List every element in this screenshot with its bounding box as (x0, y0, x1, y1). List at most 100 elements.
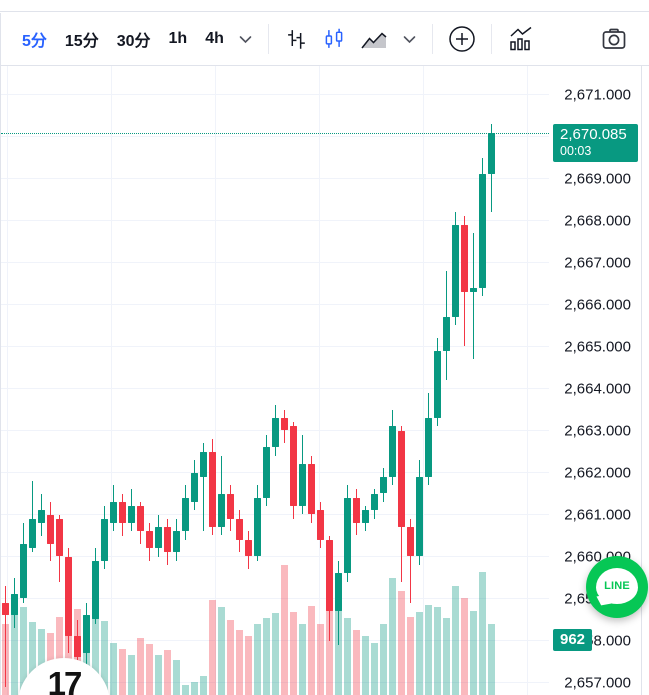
candle-body (353, 497, 360, 523)
candle-body (20, 543, 27, 599)
volume-bar (398, 591, 405, 695)
v-gridline (215, 66, 216, 695)
timeframe-button[interactable]: 30分 (110, 22, 158, 56)
price-axis-label: 2,666.000 (564, 296, 631, 313)
volume-bar (209, 599, 216, 695)
volume-bar (416, 611, 423, 695)
volume-value-badge: 962 (553, 629, 592, 651)
volume-bar (155, 654, 162, 695)
camera-icon (599, 25, 629, 53)
volume-bar (200, 676, 207, 695)
indicators-button[interactable] (500, 21, 540, 57)
candle-body (335, 573, 342, 612)
candlestick-chart[interactable] (1, 66, 549, 695)
volume-bar (182, 684, 189, 695)
current-price-line (1, 132, 549, 134)
h-gridline (1, 682, 549, 683)
volume-bar (470, 611, 477, 695)
candle-body (245, 539, 252, 557)
timeframe-button[interactable]: 15分 (58, 22, 106, 56)
candle-body (407, 527, 414, 557)
volume-bar (20, 606, 27, 695)
candle-body (92, 560, 99, 620)
candle-body (164, 527, 171, 553)
chart-toolbar: 5分 15分 30分 1h 4h (0, 13, 649, 66)
candle-wick (203, 443, 204, 532)
h-gridline (1, 262, 549, 263)
h-gridline (1, 220, 549, 221)
price-axis-border (641, 66, 642, 695)
candle-body (425, 417, 432, 477)
volume-bar (371, 643, 378, 695)
price-axis-label: 2,664.000 (564, 380, 631, 397)
chevron-down-icon (239, 35, 252, 44)
candle-body (227, 493, 234, 519)
volume-bar (272, 613, 279, 695)
candle-wick (5, 585, 6, 687)
candle-body (146, 531, 153, 549)
volume-bar (488, 623, 495, 695)
compare-add-button[interactable] (441, 20, 483, 58)
candle-body (65, 556, 72, 637)
volume-bar (443, 617, 450, 695)
volume-bar (254, 624, 261, 695)
candles-chart-icon (321, 26, 347, 52)
candle-body (452, 224, 459, 318)
chevron-down-icon (403, 35, 416, 44)
volume-bar (110, 643, 117, 695)
volume-bar (236, 630, 243, 695)
volume-bar (425, 605, 432, 695)
candle-body (344, 497, 351, 574)
volume-bar (461, 598, 468, 695)
volume-bar (263, 618, 270, 695)
candle-body (236, 518, 243, 540)
candle-body (488, 132, 495, 175)
h-gridline (1, 598, 549, 599)
volume-bar (281, 565, 288, 695)
candle-body (2, 602, 9, 616)
volume-bar (119, 648, 126, 695)
candle-body (209, 451, 216, 528)
candle-body (155, 527, 162, 549)
volume-bar (29, 622, 36, 695)
candle-body (443, 317, 450, 351)
chart-main-area: 2,671.000 2,669.000 2,668.000 2,667.000 2,66… (0, 66, 649, 695)
bars-chart-type-button[interactable] (277, 22, 315, 56)
candle-body (101, 518, 108, 561)
area-chart-type-button[interactable] (353, 22, 395, 56)
candles-chart-type-button[interactable] (315, 22, 353, 56)
line-button-label: LINE (604, 580, 630, 592)
volume-bar (218, 607, 225, 695)
price-axis-label: 2,667.000 (564, 254, 631, 271)
h-gridline (1, 556, 549, 557)
tradingview-logo[interactable]: 17 (18, 658, 110, 695)
h-gridline (1, 388, 549, 389)
candle-body (299, 464, 306, 507)
line-messenger-button[interactable]: LINE (586, 556, 648, 618)
indicators-icon (506, 25, 534, 53)
candle-body (56, 518, 63, 557)
v-gridline (111, 66, 112, 695)
candle-body (74, 636, 81, 658)
candle-body (272, 417, 279, 448)
candle-body (254, 497, 261, 557)
snapshot-camera-button[interactable] (593, 21, 635, 57)
price-axis-label: 2,671.000 (564, 86, 631, 103)
h-gridline (1, 136, 549, 137)
toolbar-divider (490, 24, 492, 54)
volume-bar (146, 644, 153, 695)
timeframe-button[interactable]: 1h (162, 25, 195, 53)
timeframe-button[interactable]: 4h (198, 25, 231, 53)
candle-body (47, 514, 54, 544)
chart-type-chevron-button[interactable] (395, 31, 424, 48)
price-axis-label: 2,663.000 (564, 422, 631, 439)
timeframe-chevron-button[interactable] (231, 31, 260, 48)
volume-bar (344, 617, 351, 695)
timeframe-button[interactable]: 5分 (15, 22, 54, 56)
volume-bar (452, 585, 459, 695)
candle-body (371, 493, 378, 511)
candle-body (362, 510, 369, 523)
candle-body (308, 464, 315, 515)
candle-body (182, 497, 189, 532)
